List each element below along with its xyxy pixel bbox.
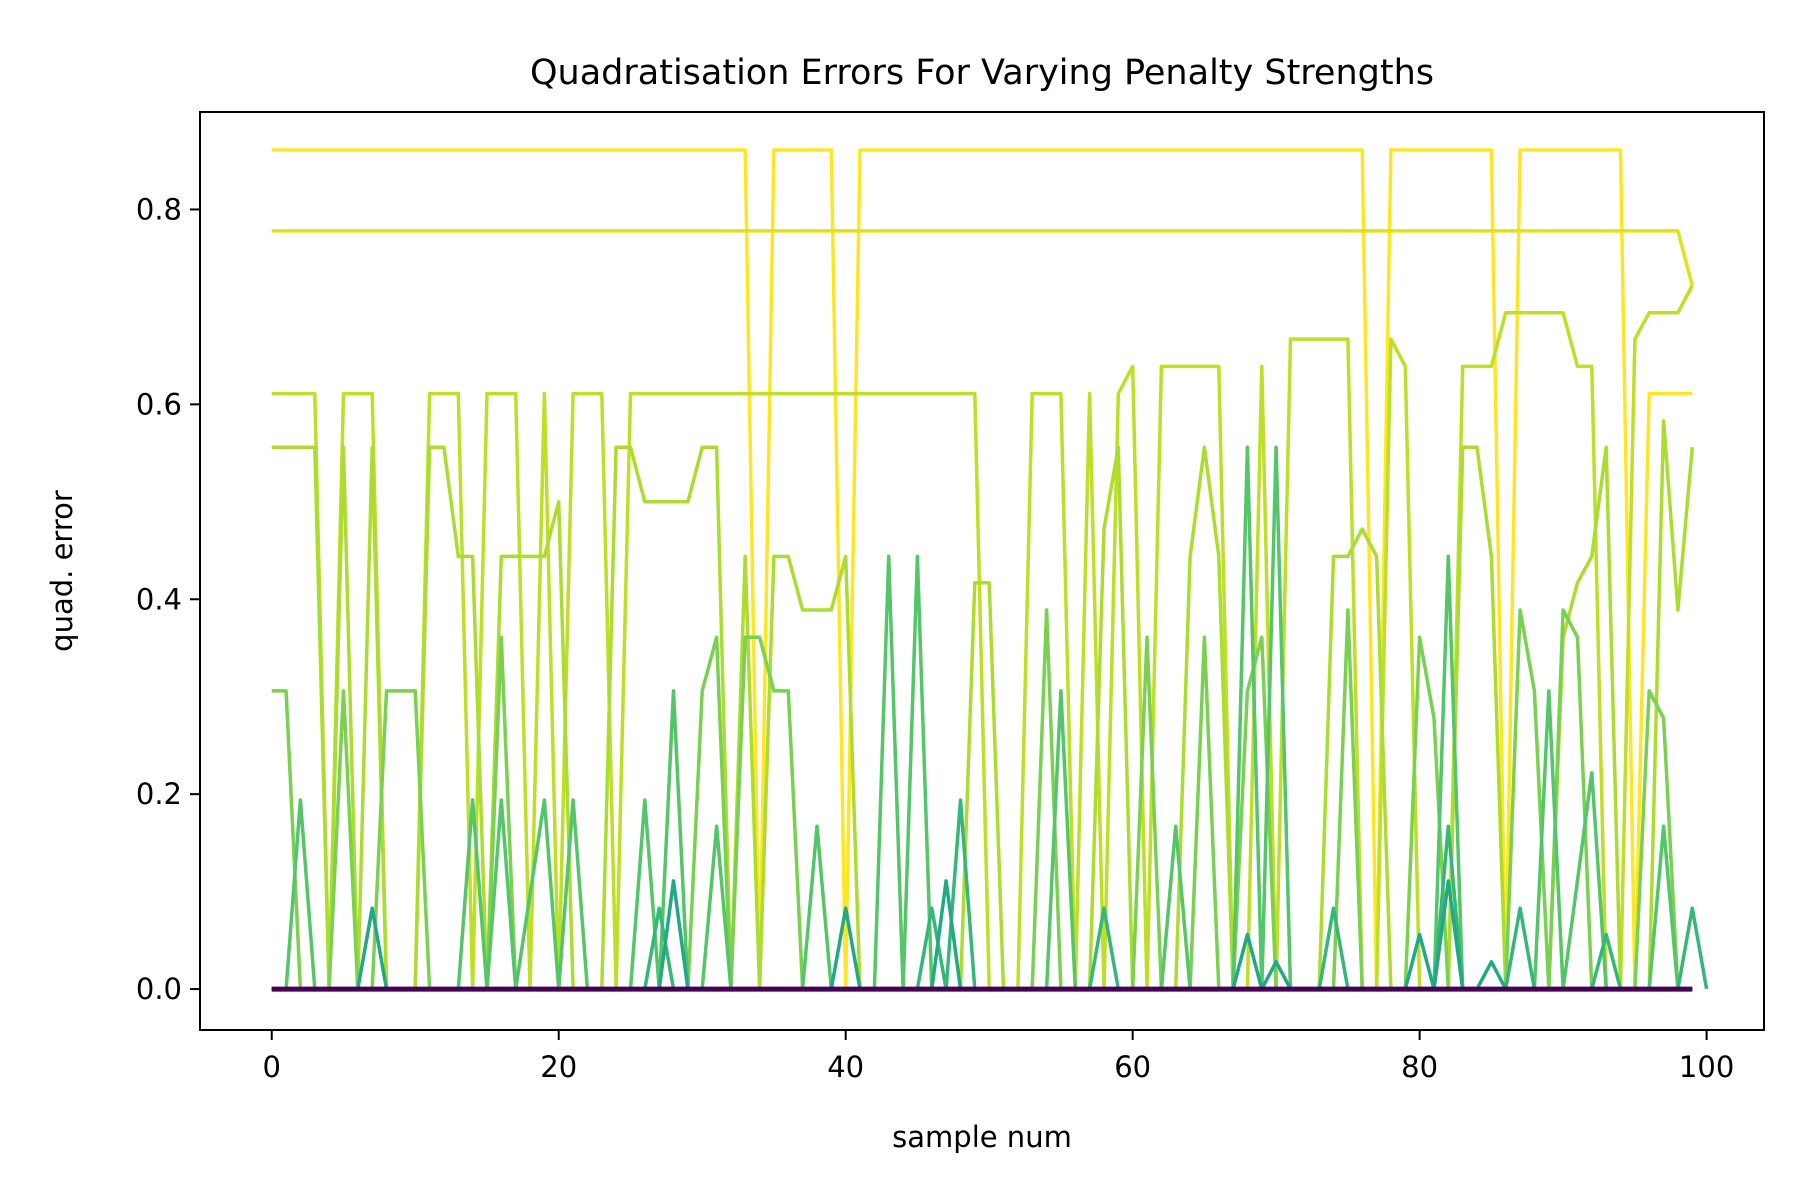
chart-title: Quadratisation Errors For Varying Penalt… <box>530 53 1434 93</box>
x-axis-label: sample num <box>892 1120 1072 1154</box>
y-tick-label: 0.0 <box>136 972 182 1006</box>
x-tick-label: 80 <box>1401 1050 1438 1084</box>
series-teal-green-line <box>271 798 1709 991</box>
x-tick-label: 40 <box>827 1050 864 1084</box>
series-yellow-green-line <box>271 284 1694 991</box>
y-tick-label: 0.4 <box>136 582 182 616</box>
y-tick-label: 0.2 <box>136 777 182 811</box>
series-yellow-line <box>271 229 1694 286</box>
x-tick-label: 100 <box>1679 1050 1734 1084</box>
y-axis: 0.0 0.2 0.4 0.6 0.8 <box>136 192 200 1006</box>
plot-frame <box>199 111 1765 1031</box>
x-tick-label: 20 <box>540 1050 577 1084</box>
y-tick-label: 0.8 <box>136 192 182 226</box>
x-axis: 0 20 40 60 80 100 <box>263 1030 1734 1084</box>
series-layer <box>271 148 1709 992</box>
x-tick-label: 0 <box>263 1050 281 1084</box>
y-axis-label: quad. error <box>45 490 79 652</box>
y-tick-label: 0.6 <box>136 387 182 421</box>
x-tick-label: 60 <box>1114 1050 1151 1084</box>
